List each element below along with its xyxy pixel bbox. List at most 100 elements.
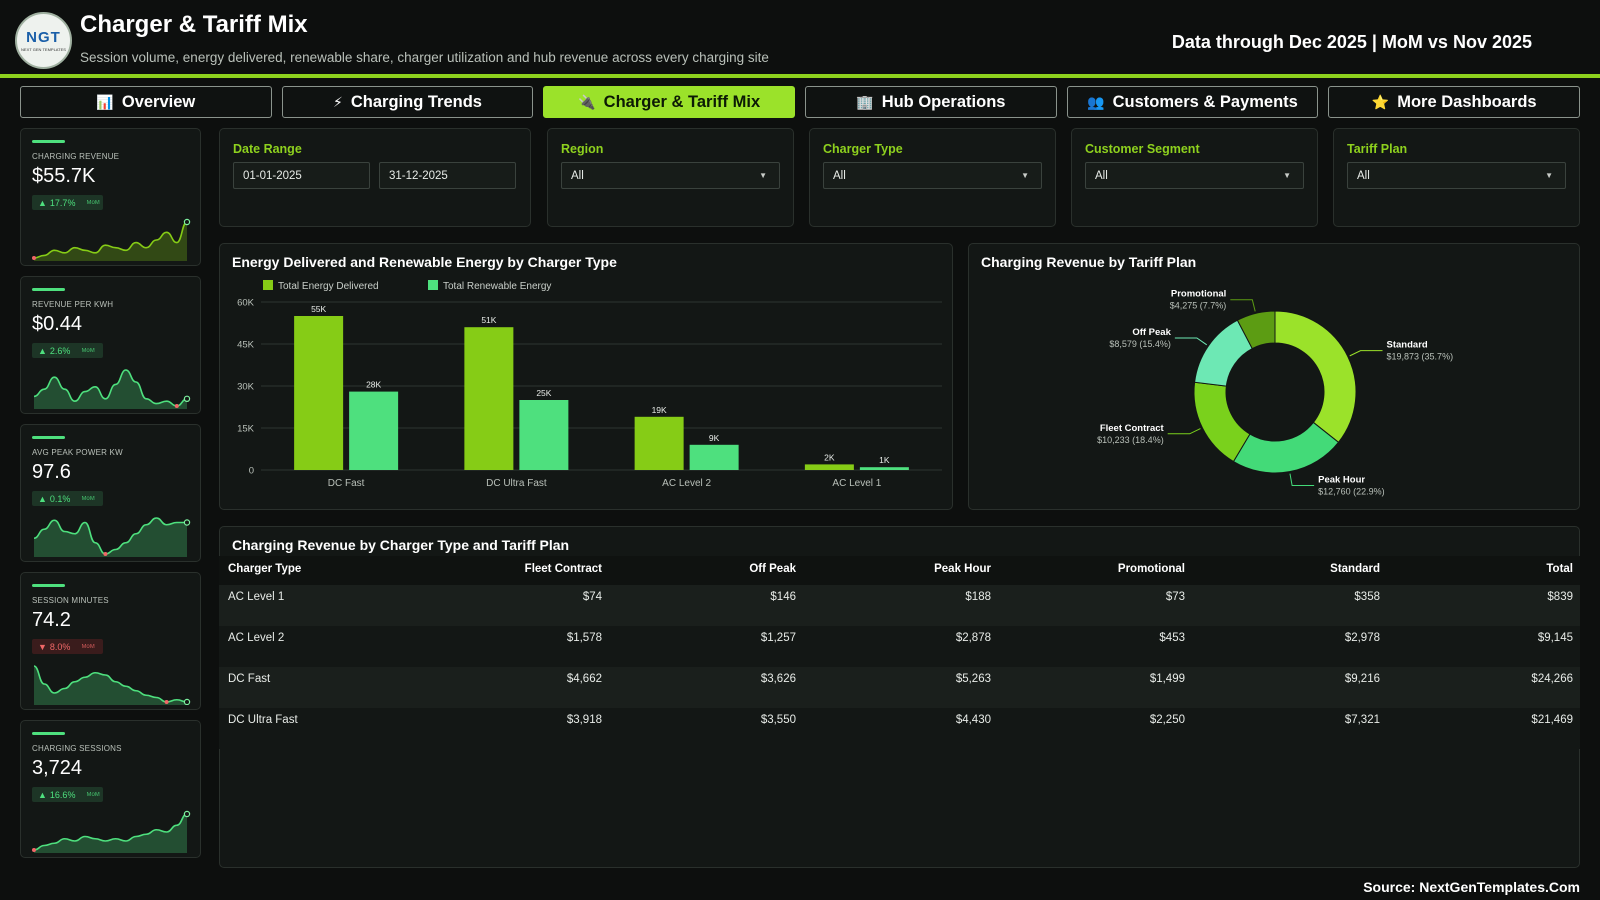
- table-cell: $4,662: [566, 673, 602, 685]
- legend-swatch: [428, 280, 438, 290]
- bar-dc-fast-total-energy-delivered[interactable]: [294, 316, 344, 470]
- x-category-label: DC Fast: [328, 478, 365, 489]
- table-cell: $1,499: [1149, 673, 1185, 685]
- date-end-input[interactable]: 31-12-2025: [379, 162, 516, 189]
- customer-segment-select[interactable]: All ▼: [1085, 162, 1304, 189]
- bar-ac-level-1-total-renewable-energy[interactable]: [859, 467, 909, 470]
- bar-ac-level-2-total-energy-delivered[interactable]: [634, 416, 684, 470]
- region-select[interactable]: All ▼: [561, 162, 780, 189]
- filter-tariff-plan: Tariff Plan All ▼: [1333, 128, 1580, 227]
- sparkline-min-dot: [32, 256, 36, 260]
- bar-ac-level-1-total-energy-delivered[interactable]: [804, 464, 854, 470]
- tariff-donut-panel: Charging Revenue by Tariff Plan Standard…: [968, 243, 1580, 510]
- table-cell: $9,216: [1344, 673, 1380, 685]
- sparkline-min-dot: [32, 848, 36, 852]
- table-row[interactable]: DC Ultra Fast $3,918 $3,550 $4,430 $2,250 $7,…: [219, 708, 1580, 749]
- kpi-change-badge: ▲ 17.7% MoM: [32, 195, 103, 210]
- tab-more-dashboards[interactable]: ⭐ More Dashboards: [1328, 86, 1581, 118]
- sparkline-line: [33, 813, 188, 851]
- tab-label: Overview: [121, 92, 196, 111]
- kpi-sparkline: [33, 517, 191, 557]
- legend-swatch: [263, 280, 273, 290]
- filter-label: Charger Type: [823, 142, 903, 156]
- table-header-row: Charger Type Fleet Contract Off Peak Peak H…: [219, 556, 1580, 585]
- table-cell: $2,878: [955, 632, 991, 644]
- bar-ac-level-2-total-renewable-energy[interactable]: [689, 444, 739, 470]
- x-category-label: DC Ultra Fast: [486, 478, 547, 489]
- donut-slice-name: Promotional: [1171, 289, 1226, 300]
- kpi-card-session-minutes: SESSION MINUTES 74.2 ▼ 8.0% MoM: [20, 572, 201, 710]
- bar-data-label: 2K: [824, 452, 835, 462]
- donut-slice-promotional[interactable]: [1236, 310, 1276, 350]
- kpi-change-value: 17.7%: [49, 197, 76, 208]
- people-icon: 👥: [1087, 93, 1105, 110]
- donut-leader-line: [1230, 299, 1256, 312]
- x-category-label: AC Level 1: [832, 478, 881, 489]
- donut-slice-standard[interactable]: [1274, 310, 1357, 444]
- tab-charger-tariff-mix[interactable]: 🔌 Charger & Tariff Mix: [543, 86, 796, 118]
- sparkline-line: [33, 221, 188, 259]
- bar-data-label: 9K: [709, 433, 720, 443]
- kpi-value: $55.7K: [32, 165, 96, 187]
- table-row[interactable]: DC Fast $4,662 $3,626 $5,263 $1,499 $9,216 $24…: [219, 667, 1580, 708]
- data-through-label: Data through Dec 2025 | MoM vs Nov 2025: [1171, 32, 1532, 52]
- tab-customers-payments[interactable]: 👥 Customers & Payments: [1066, 86, 1319, 118]
- logo-subtext: NEXT GEN TEMPLATES: [21, 47, 66, 52]
- table-cell: $146: [770, 591, 796, 603]
- charger-type-select[interactable]: All ▼: [823, 162, 1042, 189]
- select-value: All: [1357, 169, 1370, 182]
- table-cell: $3,918: [566, 714, 602, 726]
- sparkline-area: [34, 666, 187, 705]
- tab-overview[interactable]: 📊 Overview: [20, 86, 272, 118]
- table-row[interactable]: AC Level 1 $74 $146 $188 $73 $358 $839: [219, 585, 1580, 626]
- sparkline-line: [33, 517, 187, 555]
- bar-data-label: 55K: [311, 304, 326, 314]
- sparkline-end-dot: [183, 218, 191, 226]
- tab-charging-trends[interactable]: ⚡ Charging Trends: [281, 86, 534, 118]
- table-header-cell: Charger Type: [228, 563, 302, 575]
- kpi-value: 3,724: [32, 757, 83, 779]
- star-icon: ⭐: [1371, 93, 1390, 110]
- kpi-card-avg-peak-power-kw: AVG PEAK POWER KW 97.6 ▲ 0.1% MoM: [20, 424, 201, 562]
- legend-label: Total Energy Delivered: [278, 281, 379, 292]
- tariff-plan-select[interactable]: All ▼: [1347, 162, 1566, 189]
- table-cell: $2,250: [1149, 714, 1185, 726]
- table-row[interactable]: AC Level 2 $1,578 $1,257 $2,878 $453 $2,978 $9…: [219, 626, 1580, 667]
- chevron-down-icon: ▼: [1545, 171, 1553, 180]
- sparkline-area: [34, 518, 187, 557]
- table-header-cell: Fleet Contract: [524, 563, 602, 575]
- table-cell: $9,145: [1537, 632, 1573, 644]
- kpi-accent-bar: [32, 584, 65, 587]
- date-start-input[interactable]: 01-01-2025: [233, 162, 370, 189]
- bar-data-label: 19K: [652, 405, 667, 415]
- bar-chart-title: Energy Delivered and Renewable Energy by…: [232, 254, 617, 270]
- energy-bar-chart: 0 15K 30K 45K 60K Total Energy Delivered Total…: [237, 280, 942, 489]
- kpi-accent-bar: [32, 140, 65, 143]
- donut-slice-peak-hour[interactable]: [1232, 421, 1340, 474]
- revenue-table: Charger Type Fleet Contract Off Peak Peak H…: [219, 526, 1580, 868]
- donut-slice-value: $4,275 (7.7%): [1170, 301, 1227, 311]
- bar-dc-fast-total-renewable-energy[interactable]: [349, 391, 399, 470]
- kpi-mom-label: MoM: [81, 495, 95, 502]
- donut-leader-line: [1349, 350, 1383, 357]
- kpi-value: 97.6: [32, 461, 71, 483]
- select-value: All: [1095, 169, 1108, 182]
- table-header-cell: Total: [1546, 563, 1573, 575]
- bar-dc-ultra-fast-total-energy-delivered[interactable]: [464, 327, 514, 470]
- sparkline-line: [33, 369, 188, 407]
- table-header-cell: Peak Hour: [934, 563, 991, 575]
- sparkline-end-dot: [183, 810, 191, 818]
- donut-leader-line: [1167, 428, 1201, 435]
- kpi-change-badge: ▼ 8.0% MoM: [32, 639, 103, 654]
- tab-hub-operations[interactable]: 🏢 Hub Operations: [805, 86, 1057, 118]
- bar-dc-ultra-fast-total-renewable-energy[interactable]: [519, 400, 569, 470]
- bar-data-label: 1K: [879, 455, 890, 465]
- table-cell: $5,263: [955, 673, 991, 685]
- bar-data-label: 28K: [366, 380, 381, 390]
- arrow-down-icon: ▼: [38, 641, 47, 652]
- kpi-sparkline: [33, 369, 191, 409]
- legend-label: Total Renewable Energy: [443, 281, 551, 292]
- donut-chart-title: Charging Revenue by Tariff Plan: [981, 254, 1197, 270]
- arrow-up-icon: ▲: [38, 493, 47, 504]
- table-cell: $839: [1547, 591, 1573, 603]
